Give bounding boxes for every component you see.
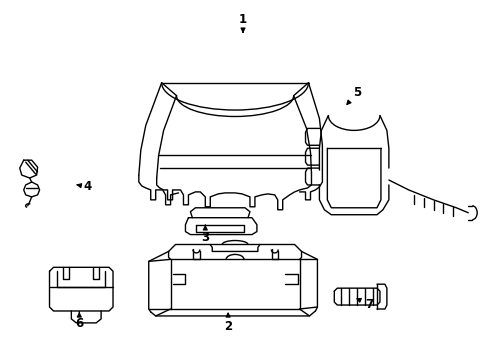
Text: 3: 3: [201, 225, 209, 244]
Text: 7: 7: [356, 297, 372, 311]
Text: 4: 4: [77, 180, 91, 193]
Text: 5: 5: [346, 86, 361, 104]
Text: 6: 6: [75, 312, 83, 330]
Text: 1: 1: [239, 13, 246, 32]
Text: 2: 2: [224, 313, 232, 333]
